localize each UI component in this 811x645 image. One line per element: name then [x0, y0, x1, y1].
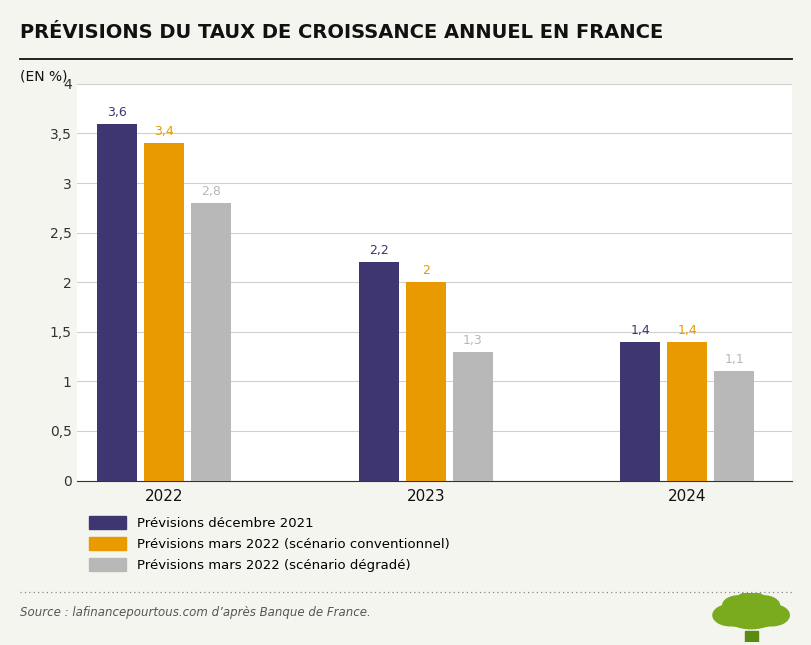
Bar [406, 283, 445, 481]
Text: 3,6: 3,6 [107, 106, 127, 119]
Circle shape [746, 596, 779, 615]
Text: 1,3: 1,3 [462, 333, 482, 346]
Text: 3,4: 3,4 [154, 125, 174, 139]
Text: 1,4: 1,4 [676, 324, 696, 337]
Text: PRÉVISIONS DU TAUX DE CROISSANCE ANNUEL EN FRANCE: PRÉVISIONS DU TAUX DE CROISSANCE ANNUEL … [20, 23, 663, 41]
Bar [620, 342, 659, 481]
Circle shape [712, 604, 748, 626]
Ellipse shape [722, 613, 779, 627]
Text: 1,1: 1,1 [723, 353, 743, 366]
Text: 2,2: 2,2 [368, 244, 388, 257]
Polygon shape [744, 631, 757, 642]
Legend: Prévisions décembre 2021, Prévisions mars 2022 (scénario conventionnel), Prévisi: Prévisions décembre 2021, Prévisions mar… [84, 511, 454, 577]
Text: 2: 2 [421, 264, 429, 277]
Circle shape [722, 595, 779, 629]
Bar [358, 263, 398, 481]
Bar [667, 342, 706, 481]
Bar [191, 203, 231, 481]
Text: 1,4: 1,4 [629, 324, 649, 337]
Bar [97, 124, 137, 481]
Bar [453, 352, 492, 481]
Bar [713, 372, 753, 481]
Bar [144, 143, 184, 481]
Text: Source : lafinancepourtous.com d’après Banque de France.: Source : lafinancepourtous.com d’après B… [20, 606, 371, 619]
Circle shape [736, 592, 765, 610]
Text: (EN %): (EN %) [20, 69, 67, 83]
Circle shape [753, 604, 788, 626]
Circle shape [722, 596, 754, 615]
Text: 2,8: 2,8 [201, 185, 221, 198]
